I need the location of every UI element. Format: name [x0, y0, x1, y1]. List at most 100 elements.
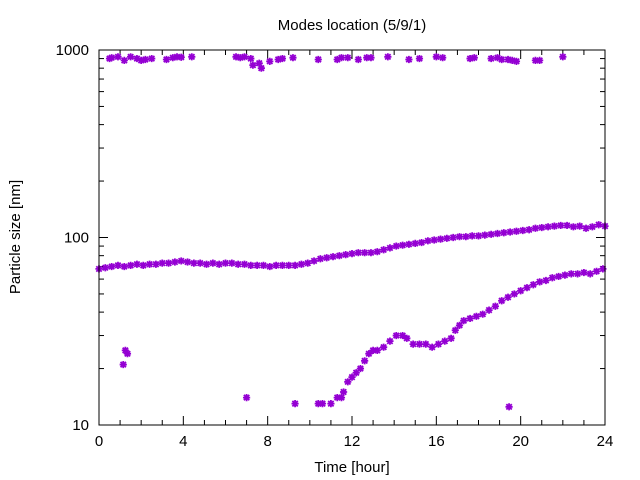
data-point-mode-2: [253, 261, 261, 269]
data-point-mode-3: [242, 394, 251, 402]
data-point-mode-3: [386, 337, 394, 345]
data-point-mode-3: [434, 340, 443, 348]
data-point-mode-3: [344, 378, 352, 386]
data-point-mode-3: [392, 331, 400, 340]
data-point-mode-2: [588, 223, 596, 231]
data-point-mode-3: [121, 346, 129, 354]
data-point-mode-3: [523, 284, 531, 292]
data-point-mode-2: [367, 249, 375, 257]
data-point-mode-3: [318, 400, 327, 408]
data-point-mode-2: [538, 223, 546, 232]
data-point-mode-2: [525, 226, 533, 234]
data-point-mode-3: [337, 394, 346, 402]
data-point-mode-1: [531, 56, 540, 65]
data-point-mode-3: [380, 343, 388, 351]
data-point-mode-2: [373, 248, 381, 256]
data-point-mode-3: [455, 321, 464, 329]
data-point-mode-2: [310, 257, 318, 265]
data-point-mode-3: [555, 272, 563, 281]
data-point-mode-1: [508, 56, 516, 65]
data-point-mode-1: [173, 53, 181, 61]
data-point-mode-2: [405, 240, 413, 248]
data-point-mode-2: [569, 223, 577, 231]
data-point-mode-1: [148, 54, 156, 63]
data-point-mode-3: [447, 334, 455, 342]
data-point-mode-2: [316, 255, 324, 263]
data-point-mode-2: [101, 264, 109, 272]
data-point-mode-3: [536, 278, 544, 286]
data-point-mode-2: [164, 259, 173, 267]
plot-frame: [98, 49, 606, 426]
data-point-mode-2: [474, 232, 483, 240]
data-point-mode-3: [586, 270, 594, 278]
data-point-mode-2: [417, 238, 426, 247]
data-point-mode-2: [436, 235, 445, 243]
data-point-mode-3: [460, 317, 468, 325]
data-point-mode-2: [354, 249, 362, 257]
data-point-mode-1: [240, 53, 249, 61]
data-point-mode-1: [363, 54, 371, 62]
data-point-mode-1: [232, 53, 240, 61]
data-point-mode-1: [249, 61, 257, 69]
data-point-mode-2: [297, 260, 305, 268]
data-point-mode-1: [487, 54, 495, 63]
axis-tick-labels: 0 4 8 12 16 20 24 10 100 1000: [56, 42, 614, 450]
data-point-mode-2: [108, 262, 116, 271]
data-point-mode-3: [356, 364, 365, 373]
data-point-mode-2: [512, 227, 521, 235]
data-point-mode-2: [411, 239, 419, 248]
data-point-mode-2: [266, 262, 274, 271]
data-point-mode-3: [542, 276, 550, 285]
x-tick-label: 0: [95, 433, 103, 450]
data-point-mode-3: [409, 340, 417, 348]
data-point-mode-2: [481, 231, 489, 239]
data-point-mode-1: [384, 53, 392, 61]
data-point-mode-1: [344, 54, 352, 62]
y-axis-label: Particle size [nm]: [7, 180, 24, 294]
data-point-mode-1: [439, 54, 447, 62]
x-tick-label: 8: [263, 433, 271, 450]
data-point-mode-3: [505, 403, 513, 411]
data-point-mode-1: [236, 54, 244, 62]
data-point-mode-2: [563, 221, 571, 230]
data-point-mode-2: [557, 221, 565, 230]
data-point-mode-2: [544, 223, 552, 231]
data-point-mode-3: [365, 350, 373, 358]
x-tick-label: 12: [344, 433, 361, 450]
data-point-mode-2: [399, 241, 407, 249]
data-point-mode-1: [108, 54, 116, 62]
data-point-mode-2: [576, 222, 584, 230]
data-point-mode-1: [120, 56, 128, 65]
data-point-mode-3: [517, 287, 525, 295]
data-point-mode-2: [430, 236, 438, 244]
data-point-mode-3: [123, 350, 132, 358]
data-point-mode-3: [491, 302, 499, 310]
data-point-mode-1: [114, 53, 122, 61]
y-tick-label: 100: [64, 230, 89, 247]
data-point-mode-1: [337, 54, 346, 62]
data-point-mode-1: [127, 53, 135, 61]
data-point-mode-3: [498, 297, 506, 305]
data-point-mode-3: [369, 346, 377, 354]
data-point-mode-2: [240, 260, 249, 268]
data-point-mode-2: [190, 259, 198, 267]
data-point-mode-3: [291, 400, 299, 408]
data-point-mode-1: [141, 55, 149, 64]
data-point-mode-1: [169, 54, 177, 62]
data-point-mode-3: [403, 334, 411, 342]
data-point-mode-2: [278, 261, 287, 269]
data-point-mode-2: [133, 260, 141, 268]
data-point-mode-2: [272, 261, 280, 269]
y-tick-label: 1000: [56, 42, 89, 59]
data-point-mode-2: [443, 234, 451, 242]
data-point-mode-3: [580, 268, 588, 277]
data-point-mode-2: [183, 258, 192, 266]
data-point-mode-1: [314, 55, 322, 64]
data-point-mode-2: [361, 249, 369, 257]
data-point-mode-1: [162, 55, 171, 64]
data-point-mode-3: [472, 312, 480, 320]
data-point-mode-2: [291, 261, 299, 269]
data-point-mode-2: [158, 259, 166, 267]
